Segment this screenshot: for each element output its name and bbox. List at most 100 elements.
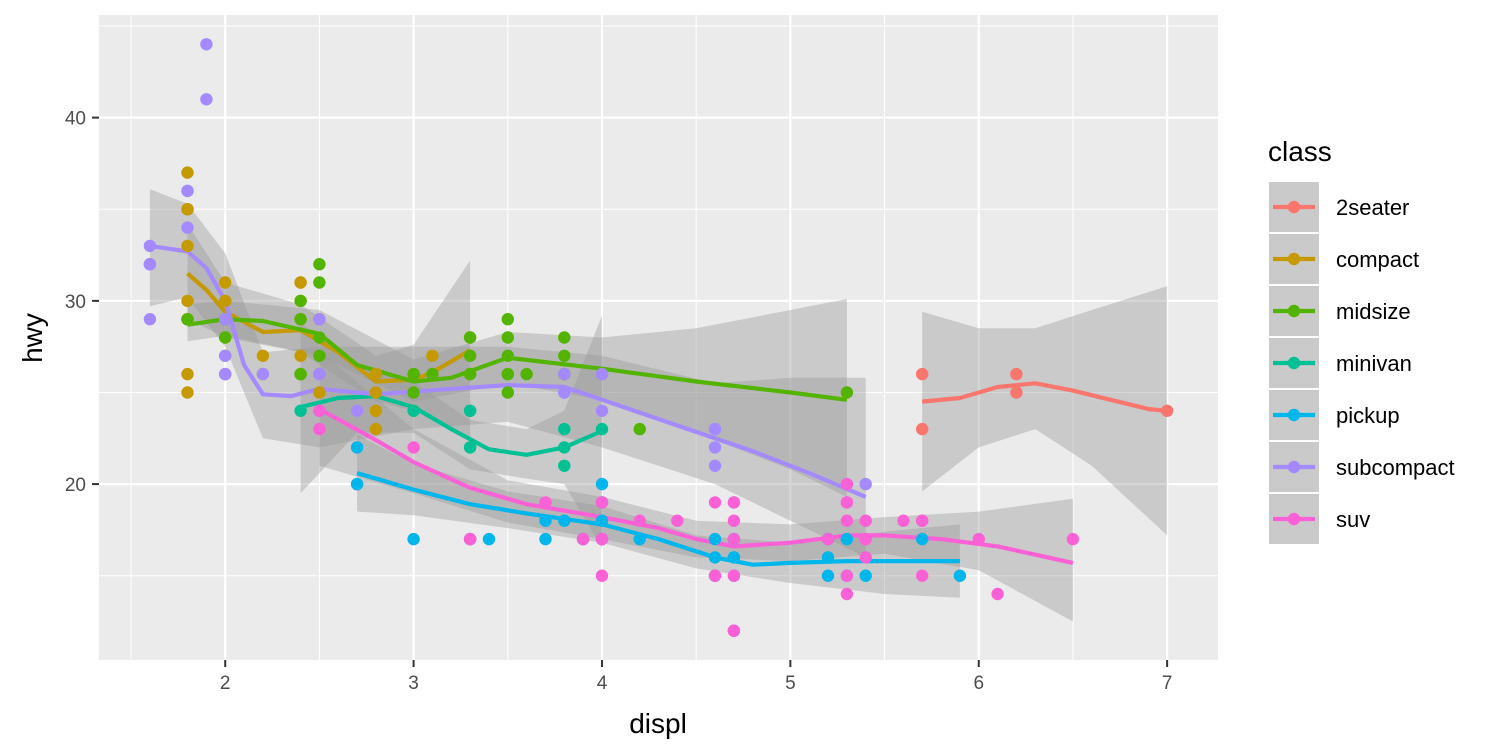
point-midsize <box>407 386 420 399</box>
smooth-line-minivan <box>300 394 603 457</box>
legend-key-point <box>1287 252 1301 266</box>
point-suv <box>972 532 985 546</box>
point-pickup <box>821 551 835 564</box>
point-pickup <box>727 551 741 564</box>
point-midsize <box>181 313 194 326</box>
point-midsize <box>463 349 477 362</box>
point-suv <box>633 514 646 527</box>
legend-label: minivan <box>1336 351 1412 376</box>
point-2seater <box>916 367 929 381</box>
x-tick-label: 6 <box>973 673 984 694</box>
x-tick-label: 5 <box>785 673 796 694</box>
point-compact <box>181 367 194 381</box>
legend-item-compact: compact <box>1269 234 1419 284</box>
y-tick-label: 40 <box>65 109 86 130</box>
point-compact <box>369 404 383 417</box>
data-points <box>143 38 1174 637</box>
point-suv <box>727 624 741 637</box>
point-suv <box>859 514 872 527</box>
point-subcompact <box>219 313 232 326</box>
legend-key-point <box>1287 460 1301 474</box>
point-suv <box>916 569 929 582</box>
legend-items: 2seater compact midsize minivan pickup subcom… <box>1269 182 1455 544</box>
point-suv <box>595 496 609 509</box>
point-minivan <box>558 422 571 436</box>
point-suv <box>727 532 741 546</box>
x-axis-title: displ <box>629 708 687 739</box>
point-pickup <box>407 532 420 546</box>
point-pickup <box>482 532 496 546</box>
point-minivan <box>595 422 609 436</box>
point-pickup <box>859 569 872 582</box>
point-pickup <box>350 441 364 454</box>
point-compact <box>313 386 326 399</box>
confidence-band-midsize <box>187 299 847 497</box>
point-midsize <box>313 349 326 362</box>
confidence-band-2seater <box>922 286 1168 536</box>
point-compact <box>181 203 194 216</box>
point-subcompact <box>350 404 364 417</box>
point-pickup <box>350 477 364 491</box>
legend-key-point <box>1287 408 1301 422</box>
point-compact <box>294 276 307 289</box>
legend: class 2seater compact midsize minivan pickup… <box>1268 136 1455 544</box>
point-subcompact <box>143 313 157 326</box>
point-compact <box>369 386 383 399</box>
point-suv <box>859 532 872 546</box>
x-tick-label: 4 <box>597 673 608 694</box>
point-midsize <box>501 386 514 399</box>
point-pickup <box>840 532 854 546</box>
y-axis-title: hwy <box>17 313 48 363</box>
point-pickup <box>916 532 929 546</box>
legend-label: midsize <box>1336 299 1411 324</box>
point-suv <box>727 569 741 582</box>
point-suv <box>708 496 722 509</box>
point-subcompact <box>256 367 270 381</box>
point-suv <box>840 514 854 527</box>
point-subcompact <box>859 477 872 491</box>
y-axis: 20 30 40 <box>65 109 99 496</box>
point-subcompact <box>558 367 571 381</box>
point-subcompact <box>219 367 232 381</box>
point-suv <box>727 514 741 527</box>
point-midsize <box>501 313 514 326</box>
point-midsize <box>313 331 326 344</box>
legend-item-midsize: midsize <box>1269 286 1411 336</box>
legend-item-suv: suv <box>1269 494 1370 544</box>
point-subcompact <box>313 367 326 381</box>
point-pickup <box>633 532 646 546</box>
point-compact <box>219 294 232 308</box>
point-subcompact <box>143 258 157 271</box>
point-pickup <box>595 477 609 491</box>
point-suv <box>539 496 552 509</box>
legend-key-point <box>1287 512 1301 526</box>
point-subcompact <box>708 422 722 436</box>
smooth-line-compact <box>186 271 472 384</box>
y-tick-label: 30 <box>65 292 86 313</box>
point-minivan <box>558 459 571 472</box>
point-compact <box>369 422 383 436</box>
point-compact <box>181 386 194 399</box>
point-minivan <box>463 404 477 417</box>
point-subcompact <box>558 386 571 399</box>
x-tick-label: 3 <box>408 673 419 694</box>
point-subcompact <box>181 184 194 198</box>
legend-item-subcompact: subcompact <box>1269 442 1455 492</box>
point-compact <box>219 276 232 289</box>
legend-label: suv <box>1336 507 1370 532</box>
point-midsize <box>501 349 514 362</box>
point-subcompact <box>595 404 609 417</box>
point-midsize <box>633 422 646 436</box>
legend-title: class <box>1268 136 1332 167</box>
point-suv <box>840 569 854 582</box>
legend-key-point <box>1287 304 1301 318</box>
point-pickup <box>595 514 609 527</box>
point-minivan <box>294 404 307 417</box>
point-suv <box>991 587 1004 601</box>
point-pickup <box>539 514 552 527</box>
point-pickup <box>708 551 722 564</box>
point-subcompact <box>200 93 213 106</box>
point-subcompact <box>595 367 609 381</box>
point-compact <box>426 349 439 362</box>
legend-label: 2seater <box>1336 195 1409 220</box>
